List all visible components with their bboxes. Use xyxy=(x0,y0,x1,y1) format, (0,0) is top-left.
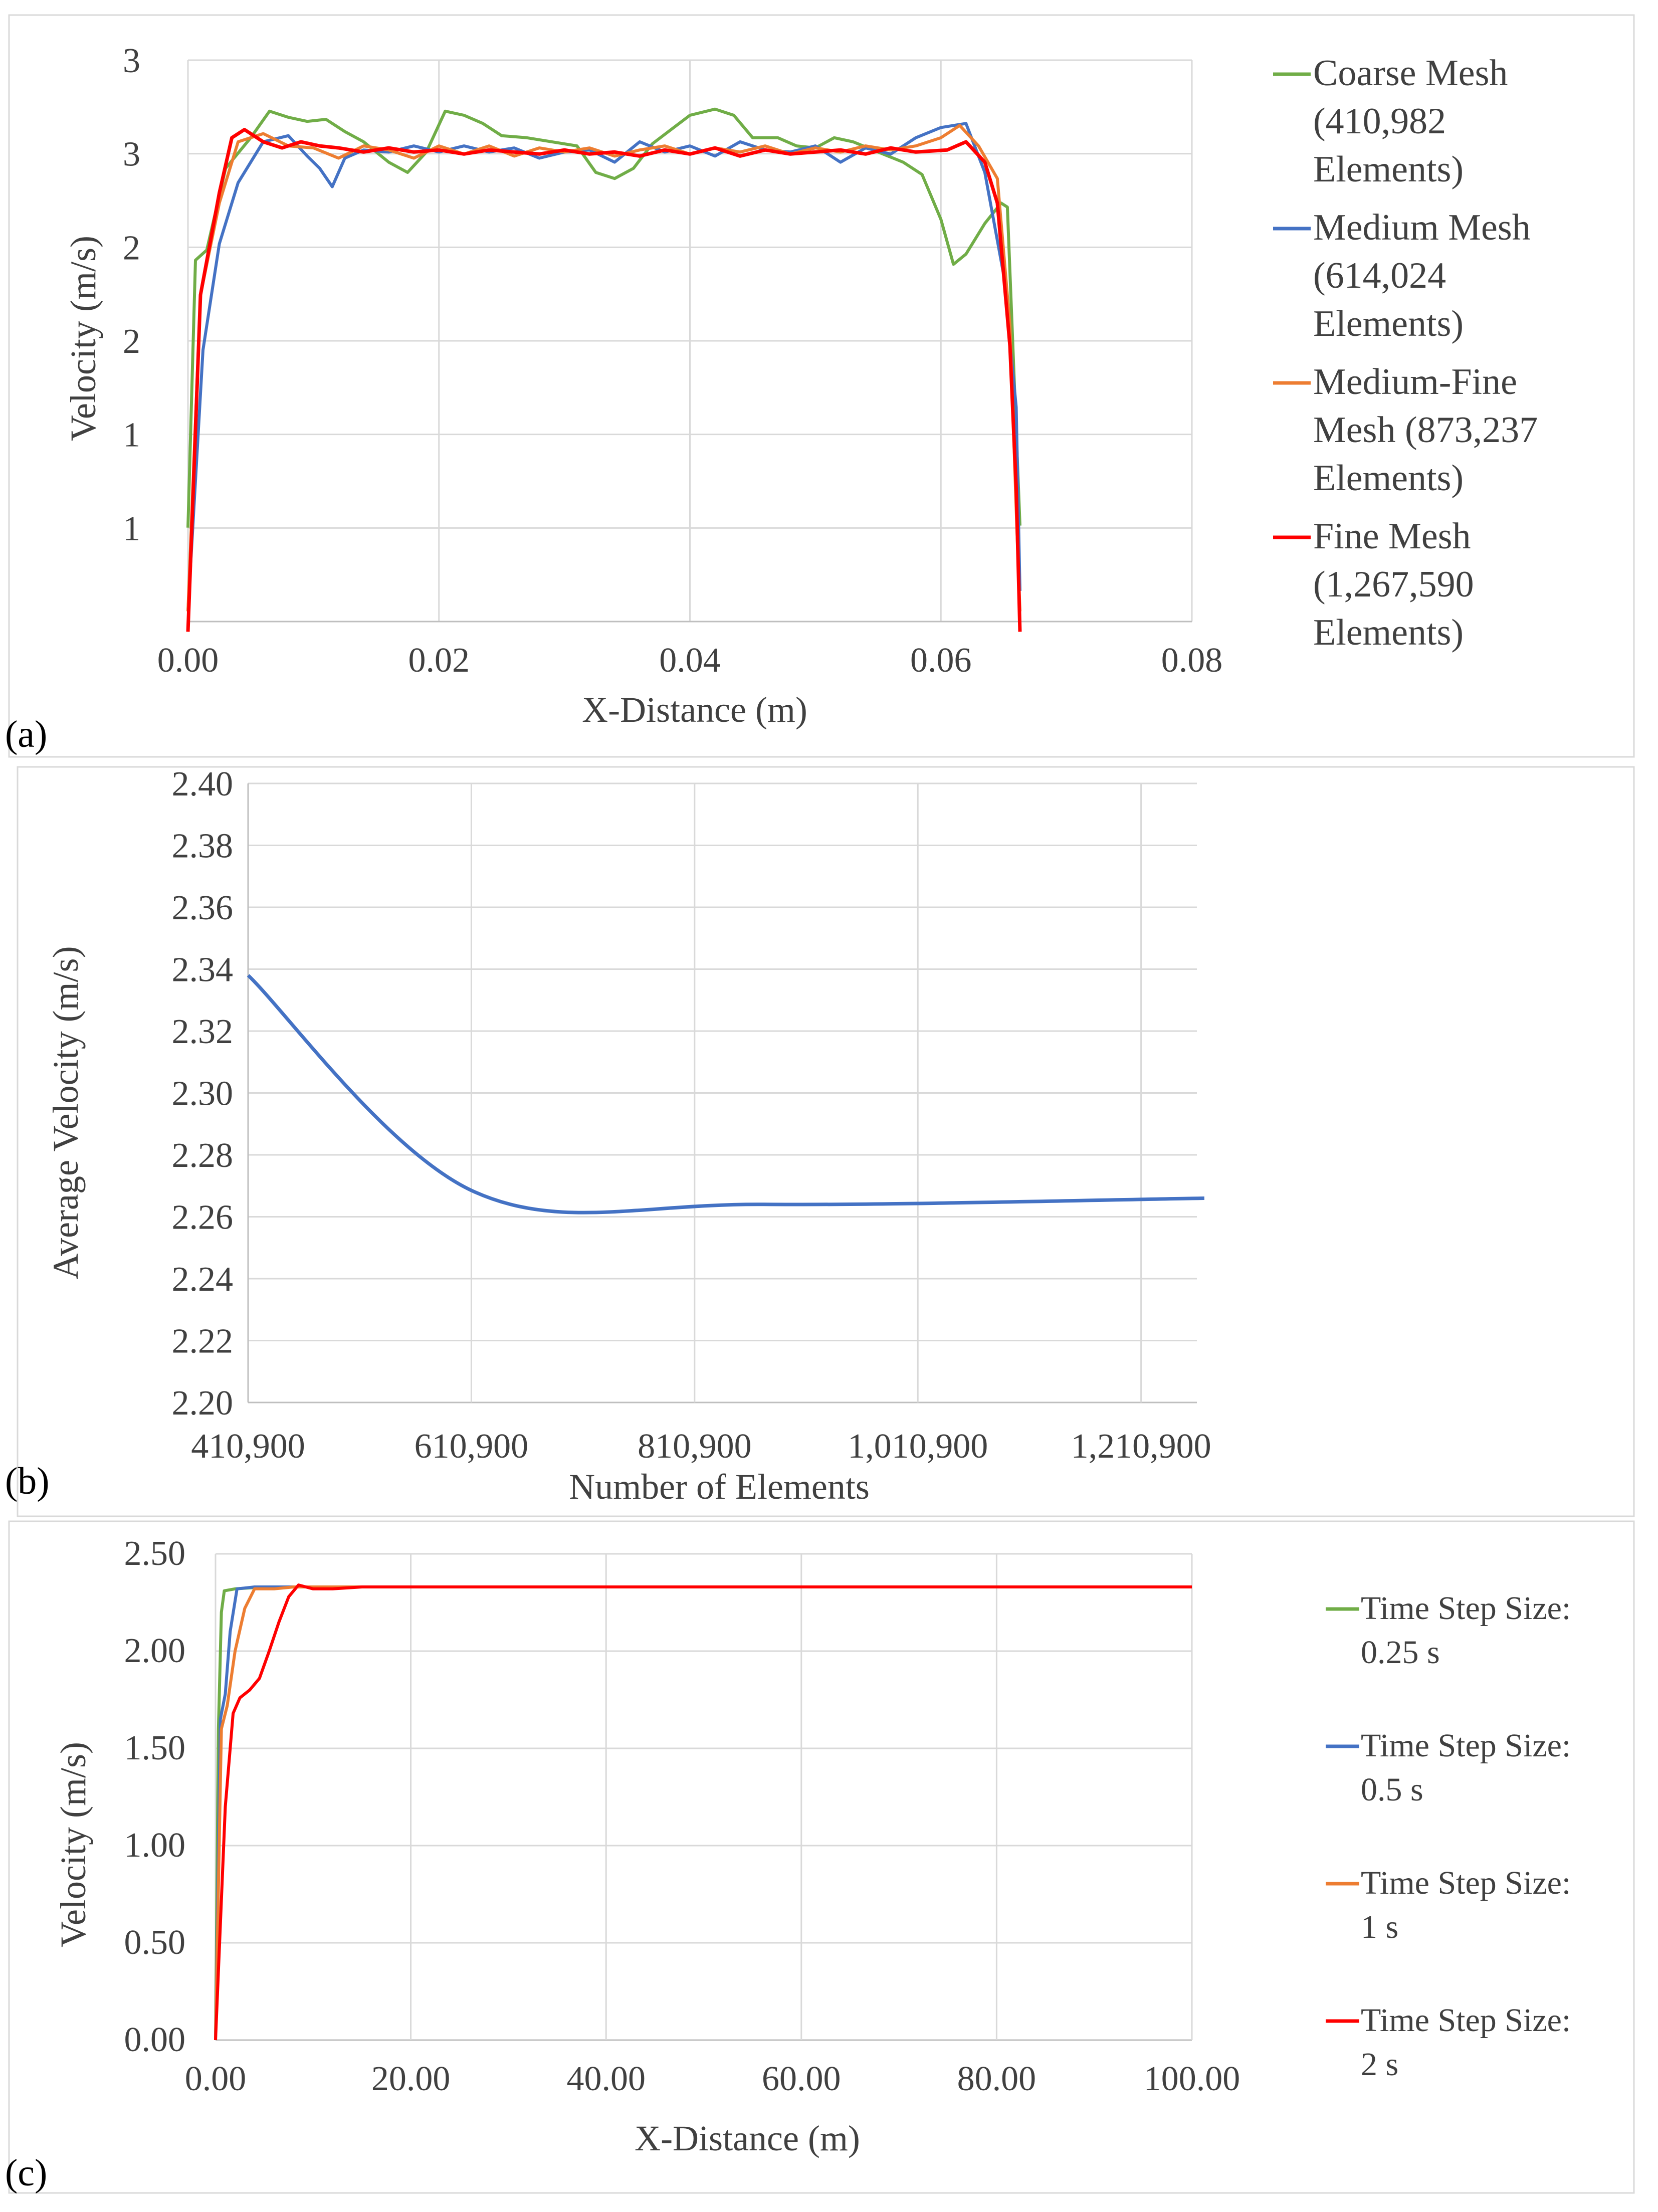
chart-b-y-tick: 2.36 xyxy=(172,889,234,927)
chart-b-y-tick: 2.38 xyxy=(172,827,234,866)
chart-c-x-tick: 0.00 xyxy=(185,2060,247,2098)
chart-b-x-tick: 410,900 xyxy=(191,1427,305,1466)
chart-c-y-tick: 1.50 xyxy=(124,1729,186,1767)
chart-panel-a: 0.00 0.02 0.04 0.06 0.08 3 3 2 2 1 1 X-Distance (… xyxy=(0,0,1658,762)
chart-c-ylabel: Velocity (m/s) xyxy=(53,1742,93,1947)
chart-a-series-line xyxy=(188,123,1020,611)
chart-c-legend-entry: Time Step Size:0.25 s xyxy=(1361,1590,1571,1671)
chart-c-series-line xyxy=(216,1587,1192,2040)
chart-c-legend-entry: Time Step Size:2 s xyxy=(1361,2002,1571,2083)
chart-b-x-tick: 1,010,900 xyxy=(848,1427,988,1466)
chart-b-ylabel: Average Velocity (m/s) xyxy=(46,946,86,1279)
chart-a-series-line xyxy=(188,109,1020,528)
chart-c-xlabel: X-Distance (m) xyxy=(635,2118,860,2158)
chart-b-frame xyxy=(18,767,1634,1516)
chart-c-x-tick: 20.00 xyxy=(371,2060,451,2098)
chart-c-series-line xyxy=(216,1585,1192,2040)
chart-c-y-tick: 1.00 xyxy=(124,1826,186,1865)
chart-a-y-tick: 2 xyxy=(123,229,140,267)
chart-a-series-line xyxy=(188,130,1020,632)
chart-a-x-tick: 0.06 xyxy=(910,641,972,680)
chart-b-y-tick: 2.24 xyxy=(172,1260,234,1299)
chart-b-y-tick: 2.20 xyxy=(172,1384,234,1423)
chart-a-x-tick: 0.04 xyxy=(659,641,721,680)
chart-a-y-tick: 2 xyxy=(123,322,140,361)
chart-a-y-tick: 3 xyxy=(123,42,140,80)
chart-b-panel-label: (b) xyxy=(5,1460,50,1502)
chart-b-y-tick: 2.40 xyxy=(172,765,234,803)
chart-c-legend-entry: Time Step Size:1 s xyxy=(1361,1865,1571,1945)
chart-c-y-tick: 0.00 xyxy=(124,2021,186,2059)
chart-c-x-tick: 40.00 xyxy=(566,2060,646,2098)
chart-b-x-tick: 810,900 xyxy=(638,1427,752,1466)
chart-b-series-line xyxy=(248,975,1204,1213)
chart-b-y-tick: 2.32 xyxy=(172,1013,234,1051)
chart-a-y-tick: 1 xyxy=(123,509,140,548)
chart-c-svg: 0.00 20.00 40.00 60.00 80.00 100.00 0.00 0.50 1… xyxy=(0,1519,1658,2209)
chart-a-y-tick: 1 xyxy=(123,416,140,455)
chart-b-x-tick: 610,900 xyxy=(414,1427,529,1466)
chart-c-legend-entry: Time Step Size:0.5 s xyxy=(1361,1727,1571,1808)
chart-b-y-tick: 2.34 xyxy=(172,951,234,989)
chart-a-y-tick: 3 xyxy=(123,135,140,174)
chart-c-y-tick: 0.50 xyxy=(124,1923,186,1962)
chart-c-x-tick: 80.00 xyxy=(957,2060,1037,2098)
chart-a-x-tick: 0.00 xyxy=(157,641,219,680)
chart-a-series-line xyxy=(188,125,1020,611)
chart-c-series-line xyxy=(216,1587,1192,2040)
chart-c-series-line xyxy=(216,1587,1192,2040)
chart-a-ylabel: Velocity (m/s) xyxy=(63,236,103,441)
chart-c-panel-label: (c) xyxy=(5,2152,47,2194)
chart-b-y-tick: 2.26 xyxy=(172,1198,234,1237)
chart-a-xlabel: X-Distance (m) xyxy=(582,690,807,730)
chart-a-x-tick: 0.02 xyxy=(408,641,470,680)
chart-c-y-tick: 2.50 xyxy=(124,1534,186,1573)
chart-b-x-tick: 1,210,900 xyxy=(1071,1427,1211,1466)
chart-b-y-tick: 2.22 xyxy=(172,1322,234,1361)
chart-b-y-tick: 2.30 xyxy=(172,1075,234,1113)
chart-panel-c: 0.00 20.00 40.00 60.00 80.00 100.00 0.00 0.50 1… xyxy=(0,1519,1658,2209)
chart-c-x-tick: 100.00 xyxy=(1144,2060,1240,2098)
chart-a-panel-label: (a) xyxy=(5,713,47,755)
chart-b-xlabel: Number of Elements xyxy=(569,1467,870,1507)
chart-c-x-tick: 60.00 xyxy=(762,2060,841,2098)
chart-a-x-tick: 0.08 xyxy=(1161,641,1223,680)
chart-a-svg: 0.00 0.02 0.04 0.06 0.08 3 3 2 2 1 1 X-Distance (… xyxy=(0,0,1658,762)
chart-b-y-tick: 2.28 xyxy=(172,1136,234,1175)
chart-c-y-tick: 2.00 xyxy=(124,1632,186,1670)
